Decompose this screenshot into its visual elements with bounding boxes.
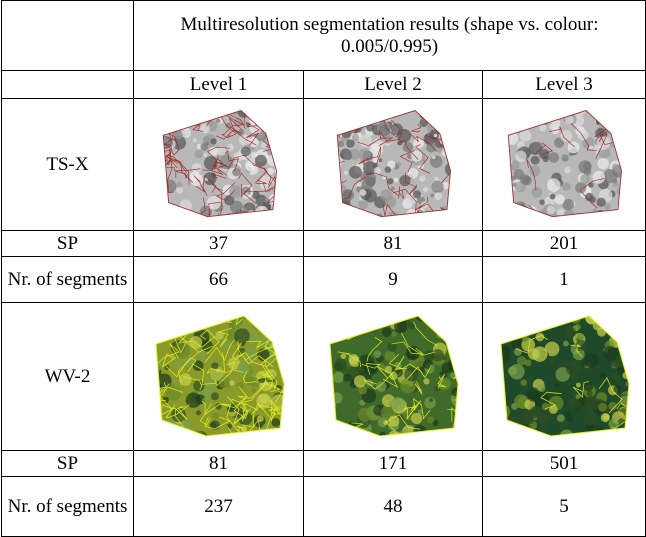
image-content [493, 107, 634, 222]
column-header: Level 2 [304, 71, 483, 99]
data-row: Nr. of segments 66 9 1 [2, 257, 646, 303]
image-content [318, 312, 468, 442]
cell: 1 [483, 257, 646, 303]
data-row: SP 37 81 201 [2, 231, 646, 257]
cell: 37 [134, 231, 304, 257]
image-content [489, 312, 639, 442]
results-table: Multiresolution segmentation results (sh… [1, 0, 646, 537]
image-row: TS-X [2, 99, 646, 231]
cell: 66 [134, 257, 304, 303]
cell: 9 [304, 257, 483, 303]
cell: 237 [134, 477, 304, 537]
cell: 81 [304, 231, 483, 257]
segmentation-image [318, 312, 468, 442]
cell: 201 [483, 231, 646, 257]
segmentation-image [489, 312, 639, 442]
empty-cell [2, 71, 134, 99]
level-row: Level 1 Level 2 Level 3 [2, 71, 646, 99]
image-content [144, 107, 294, 222]
row-label: SP [2, 451, 134, 477]
image-cell [483, 303, 646, 451]
image-row: WV-2 [2, 303, 646, 451]
row-label: TS-X [2, 99, 134, 231]
table-title: Multiresolution segmentation results (sh… [134, 1, 646, 71]
segmentation-image [144, 107, 294, 222]
page: Multiresolution segmentation results (sh… [0, 0, 646, 534]
segmentation-image [318, 107, 468, 222]
image-cell [483, 99, 646, 231]
cell: 5 [483, 477, 646, 537]
title-row: Multiresolution segmentation results (sh… [2, 1, 646, 71]
segmentation-image [489, 107, 639, 222]
row-label: Nr. of segments [2, 477, 134, 537]
column-header: Level 3 [483, 71, 646, 99]
row-label: WV-2 [2, 303, 134, 451]
cell: 81 [134, 451, 304, 477]
cell: 501 [483, 451, 646, 477]
column-header: Level 1 [134, 71, 304, 99]
cell: 48 [304, 477, 483, 537]
data-row: Nr. of segments 237 48 5 [2, 477, 646, 537]
data-row: SP 81 171 501 [2, 451, 646, 477]
cell: 171 [304, 451, 483, 477]
segmentation-image [144, 312, 294, 442]
row-label: SP [2, 231, 134, 257]
image-cell [134, 99, 304, 231]
empty-cell [2, 1, 134, 71]
image-cell [304, 303, 483, 451]
image-cell [304, 99, 483, 231]
image-cell [134, 303, 304, 451]
image-content [144, 312, 294, 442]
row-label: Nr. of segments [2, 257, 134, 303]
